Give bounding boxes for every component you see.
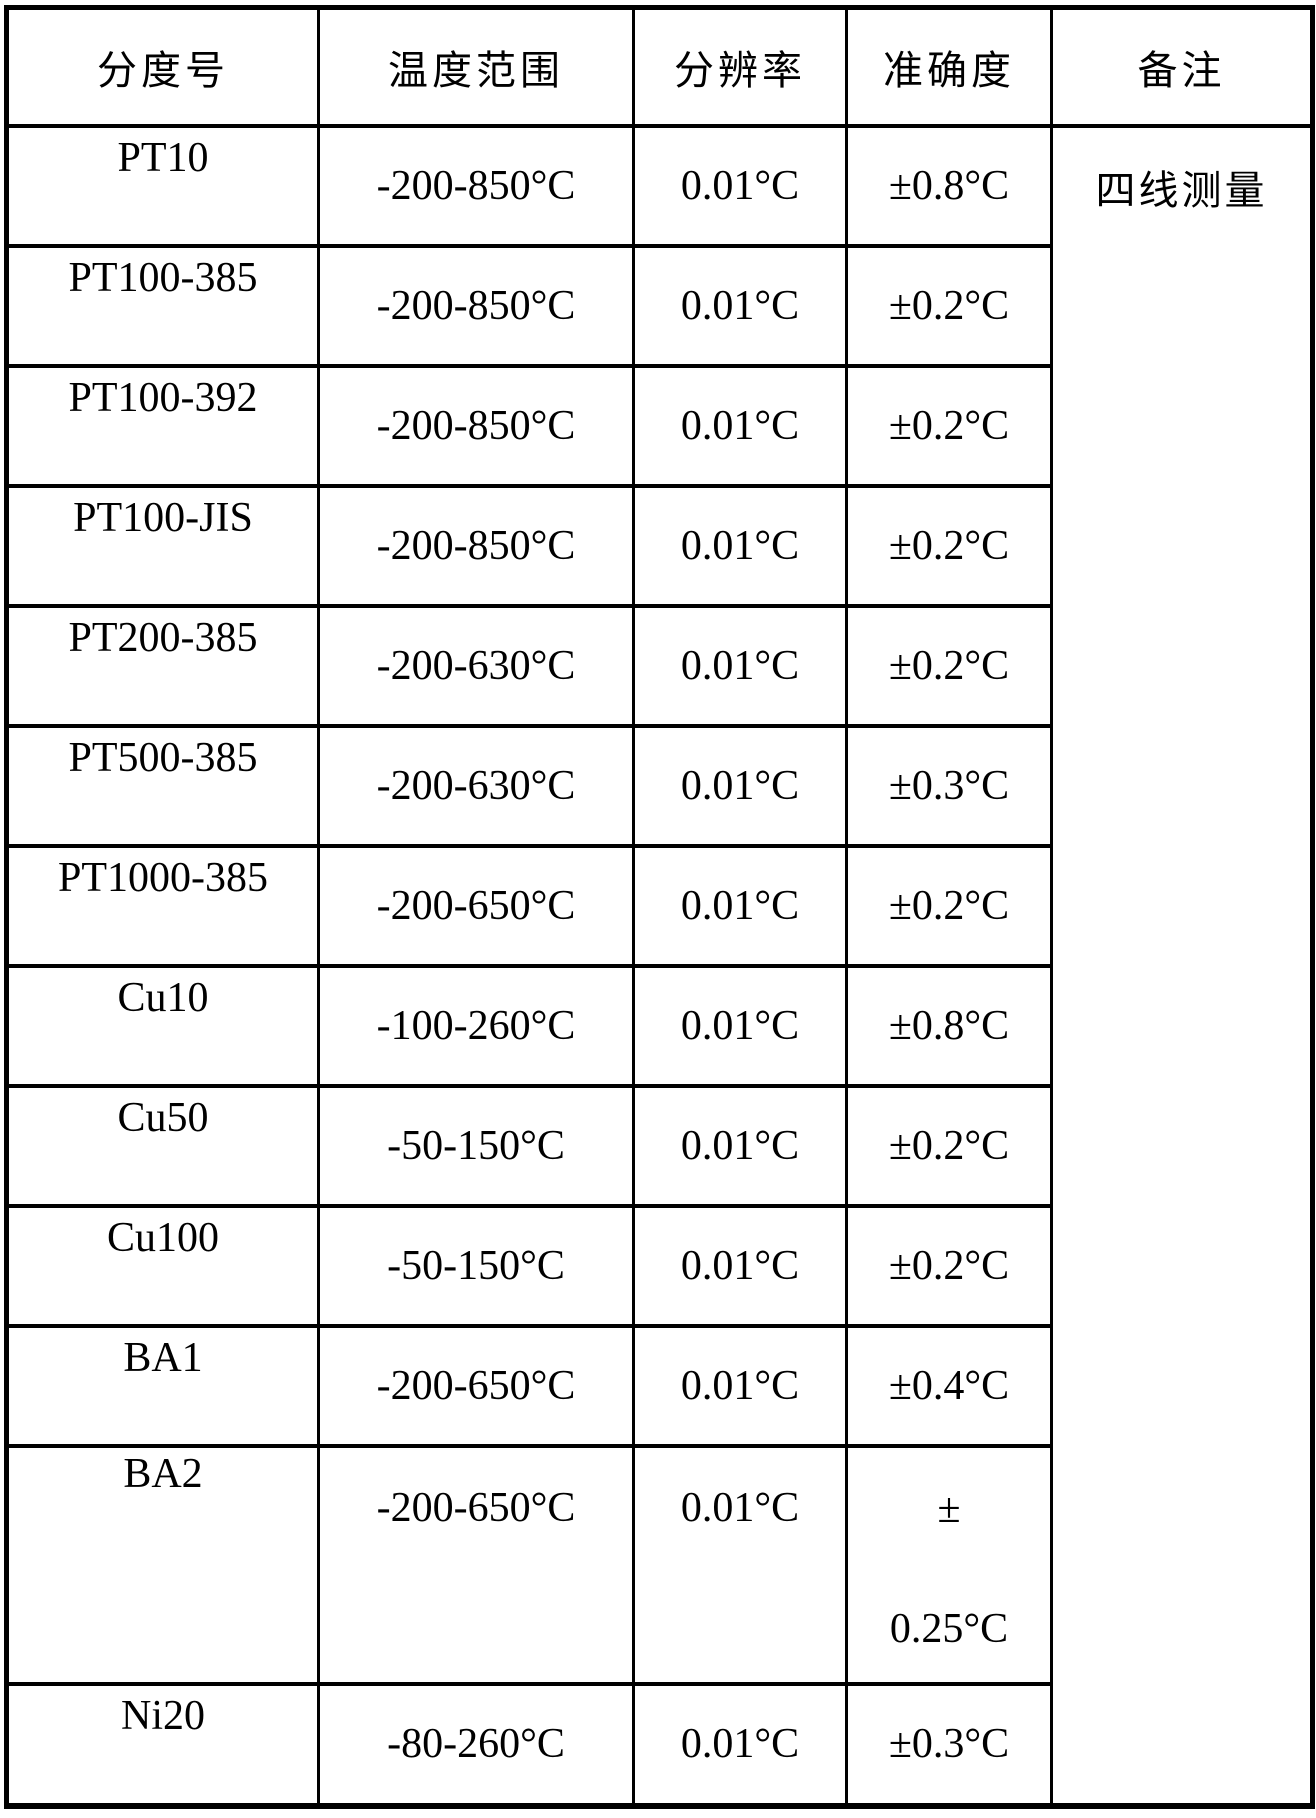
header-cell-resolution: 分辨率 — [632, 5, 848, 128]
cell-model: BA2 — [5, 1443, 320, 1686]
cell-model: Cu50 — [5, 1083, 320, 1208]
cell-temp-range: -200-850°C — [317, 483, 635, 608]
cell-model: PT10 — [5, 123, 320, 248]
cell-resolution: 0.01°C — [632, 723, 848, 848]
table-row-pt200-385: PT200-385 -200-630°C 0.01°C ±0.2°C — [5, 603, 1313, 728]
cell-model: Ni20 — [5, 1681, 320, 1809]
cell-accuracy: ±0.2°C — [845, 363, 1053, 488]
cell-temp-range: -200-630°C — [317, 603, 635, 728]
accuracy-sign: ± — [937, 1485, 961, 1532]
cell-accuracy: ± 0.25°C — [845, 1443, 1053, 1686]
cell-accuracy: ±0.2°C — [845, 1203, 1053, 1328]
cell-resolution: 0.01°C — [632, 1203, 848, 1328]
cell-model: PT200-385 — [5, 603, 320, 728]
table-row-pt1000-385: PT1000-385 -200-650°C 0.01°C ±0.2°C — [5, 843, 1313, 968]
cell-remark-merged: 四线测量 — [1050, 123, 1314, 1808]
table-row-cu50: Cu50 -50-150°C 0.01°C ±0.2°C — [5, 1083, 1313, 1208]
header-cell-remark: 备注 — [1050, 5, 1314, 128]
cell-accuracy: ±0.3°C — [845, 1681, 1053, 1809]
cell-resolution: 0.01°C — [632, 963, 848, 1088]
cell-model: PT100-385 — [5, 243, 320, 368]
cell-model: PT1000-385 — [5, 843, 320, 968]
cell-temp-range: -200-650°C — [317, 843, 635, 968]
cell-resolution: 0.01°C — [632, 123, 848, 248]
cell-resolution: 0.01°C — [632, 1443, 848, 1686]
header-row: 分度号 温度范围 分辨率 准确度 备注 — [5, 5, 1314, 128]
cell-accuracy: ±0.8°C — [845, 123, 1053, 248]
cell-accuracy: ±0.8°C — [845, 963, 1053, 1088]
cell-resolution: 0.01°C — [632, 243, 848, 368]
sensor-spec-table: 分度号 温度范围 分辨率 准确度 备注 PT10 -200-850°C 0.01… — [4, 5, 1315, 1809]
table-row-cu10: Cu10 -100-260°C 0.01°C ±0.8°C — [5, 963, 1313, 1088]
cell-temp-range: -50-150°C — [317, 1203, 635, 1328]
cell-temp-range: -200-850°C — [317, 243, 635, 368]
cell-resolution: 0.01°C — [632, 1681, 848, 1809]
cell-temp-range: -200-650°C — [317, 1323, 635, 1448]
table-row-pt500-385: PT500-385 -200-630°C 0.01°C ±0.3°C — [5, 723, 1313, 848]
cell-accuracy: ±0.2°C — [845, 243, 1053, 368]
cell-temp-range: -100-260°C — [317, 963, 635, 1088]
cell-resolution: 0.01°C — [632, 363, 848, 488]
header-cell-accuracy: 准确度 — [845, 5, 1053, 128]
table-row-pt100-385: PT100-385 -200-850°C 0.01°C ±0.2°C — [5, 243, 1313, 368]
cell-model: PT100-392 — [5, 363, 320, 488]
cell-accuracy: ±0.2°C — [845, 483, 1053, 608]
cell-model: PT100-JIS — [5, 483, 320, 608]
cell-model: Cu10 — [5, 963, 320, 1088]
table-row-pt100-392: PT100-392 -200-850°C 0.01°C ±0.2°C — [5, 363, 1313, 488]
cell-model: Cu100 — [5, 1203, 320, 1328]
header-cell-graduation: 分度号 — [5, 5, 320, 128]
table-row-cu100: Cu100 -50-150°C 0.01°C ±0.2°C — [5, 1203, 1313, 1328]
table-row-pt100-jis: PT100-JIS -200-850°C 0.01°C ±0.2°C — [5, 483, 1313, 608]
cell-temp-range: -200-850°C — [317, 123, 635, 248]
cell-resolution: 0.01°C — [632, 1323, 848, 1448]
table-row-ni20: Ni20 -80-260°C 0.01°C ±0.3°C — [5, 1681, 1313, 1809]
cell-resolution: 0.01°C — [632, 843, 848, 968]
cell-resolution: 0.01°C — [632, 603, 848, 728]
cell-temp-range: -200-850°C — [317, 363, 635, 488]
cell-accuracy: ±0.2°C — [845, 1083, 1053, 1208]
table-row-ba1: BA1 -200-650°C 0.01°C ±0.4°C — [5, 1323, 1313, 1448]
cell-temp-range: -80-260°C — [317, 1681, 635, 1809]
header-cell-temp-range: 温度范围 — [317, 5, 635, 128]
cell-resolution: 0.01°C — [632, 1083, 848, 1208]
accuracy-value: 0.25°C — [889, 1605, 1009, 1652]
cell-accuracy: ±0.3°C — [845, 723, 1053, 848]
cell-temp-range: -50-150°C — [317, 1083, 635, 1208]
cell-temp-range: -200-630°C — [317, 723, 635, 848]
cell-accuracy: ±0.2°C — [845, 843, 1053, 968]
cell-temp-range: -200-650°C — [317, 1443, 635, 1686]
table-row-ba2: BA2 -200-650°C 0.01°C ± 0.25°C — [5, 1443, 1313, 1686]
cell-accuracy: ±0.4°C — [845, 1323, 1053, 1448]
cell-model: PT500-385 — [5, 723, 320, 848]
cell-accuracy: ±0.2°C — [845, 603, 1053, 728]
cell-resolution: 0.01°C — [632, 483, 848, 608]
table-row-pt10: PT10 -200-850°C 0.01°C ±0.8°C 四线测量 — [5, 123, 1314, 1808]
cell-model: BA1 — [5, 1323, 320, 1448]
